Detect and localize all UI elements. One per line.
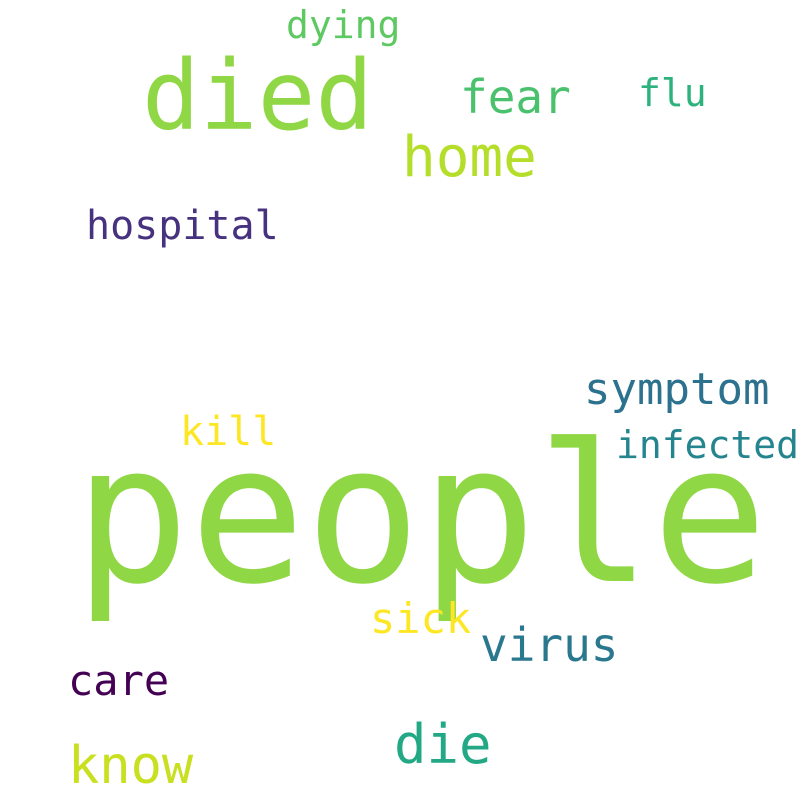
- word-die: die: [394, 713, 492, 776]
- word-home: home: [402, 125, 537, 190]
- word-infected: infected: [616, 423, 800, 467]
- word-died: died: [142, 40, 374, 152]
- word-dying: dying: [286, 3, 401, 47]
- word-flu: flu: [638, 71, 707, 115]
- word-fear: fear: [460, 70, 571, 124]
- word-virus: virus: [480, 618, 619, 672]
- word-sick: sick: [370, 594, 472, 643]
- word-hospital: hospital: [86, 203, 279, 249]
- word-care: care: [68, 656, 170, 705]
- word-know: know: [68, 736, 194, 796]
- word-symptom: symptom: [584, 364, 770, 415]
- word-kill: kill: [180, 409, 277, 455]
- word-people: people: [74, 404, 768, 627]
